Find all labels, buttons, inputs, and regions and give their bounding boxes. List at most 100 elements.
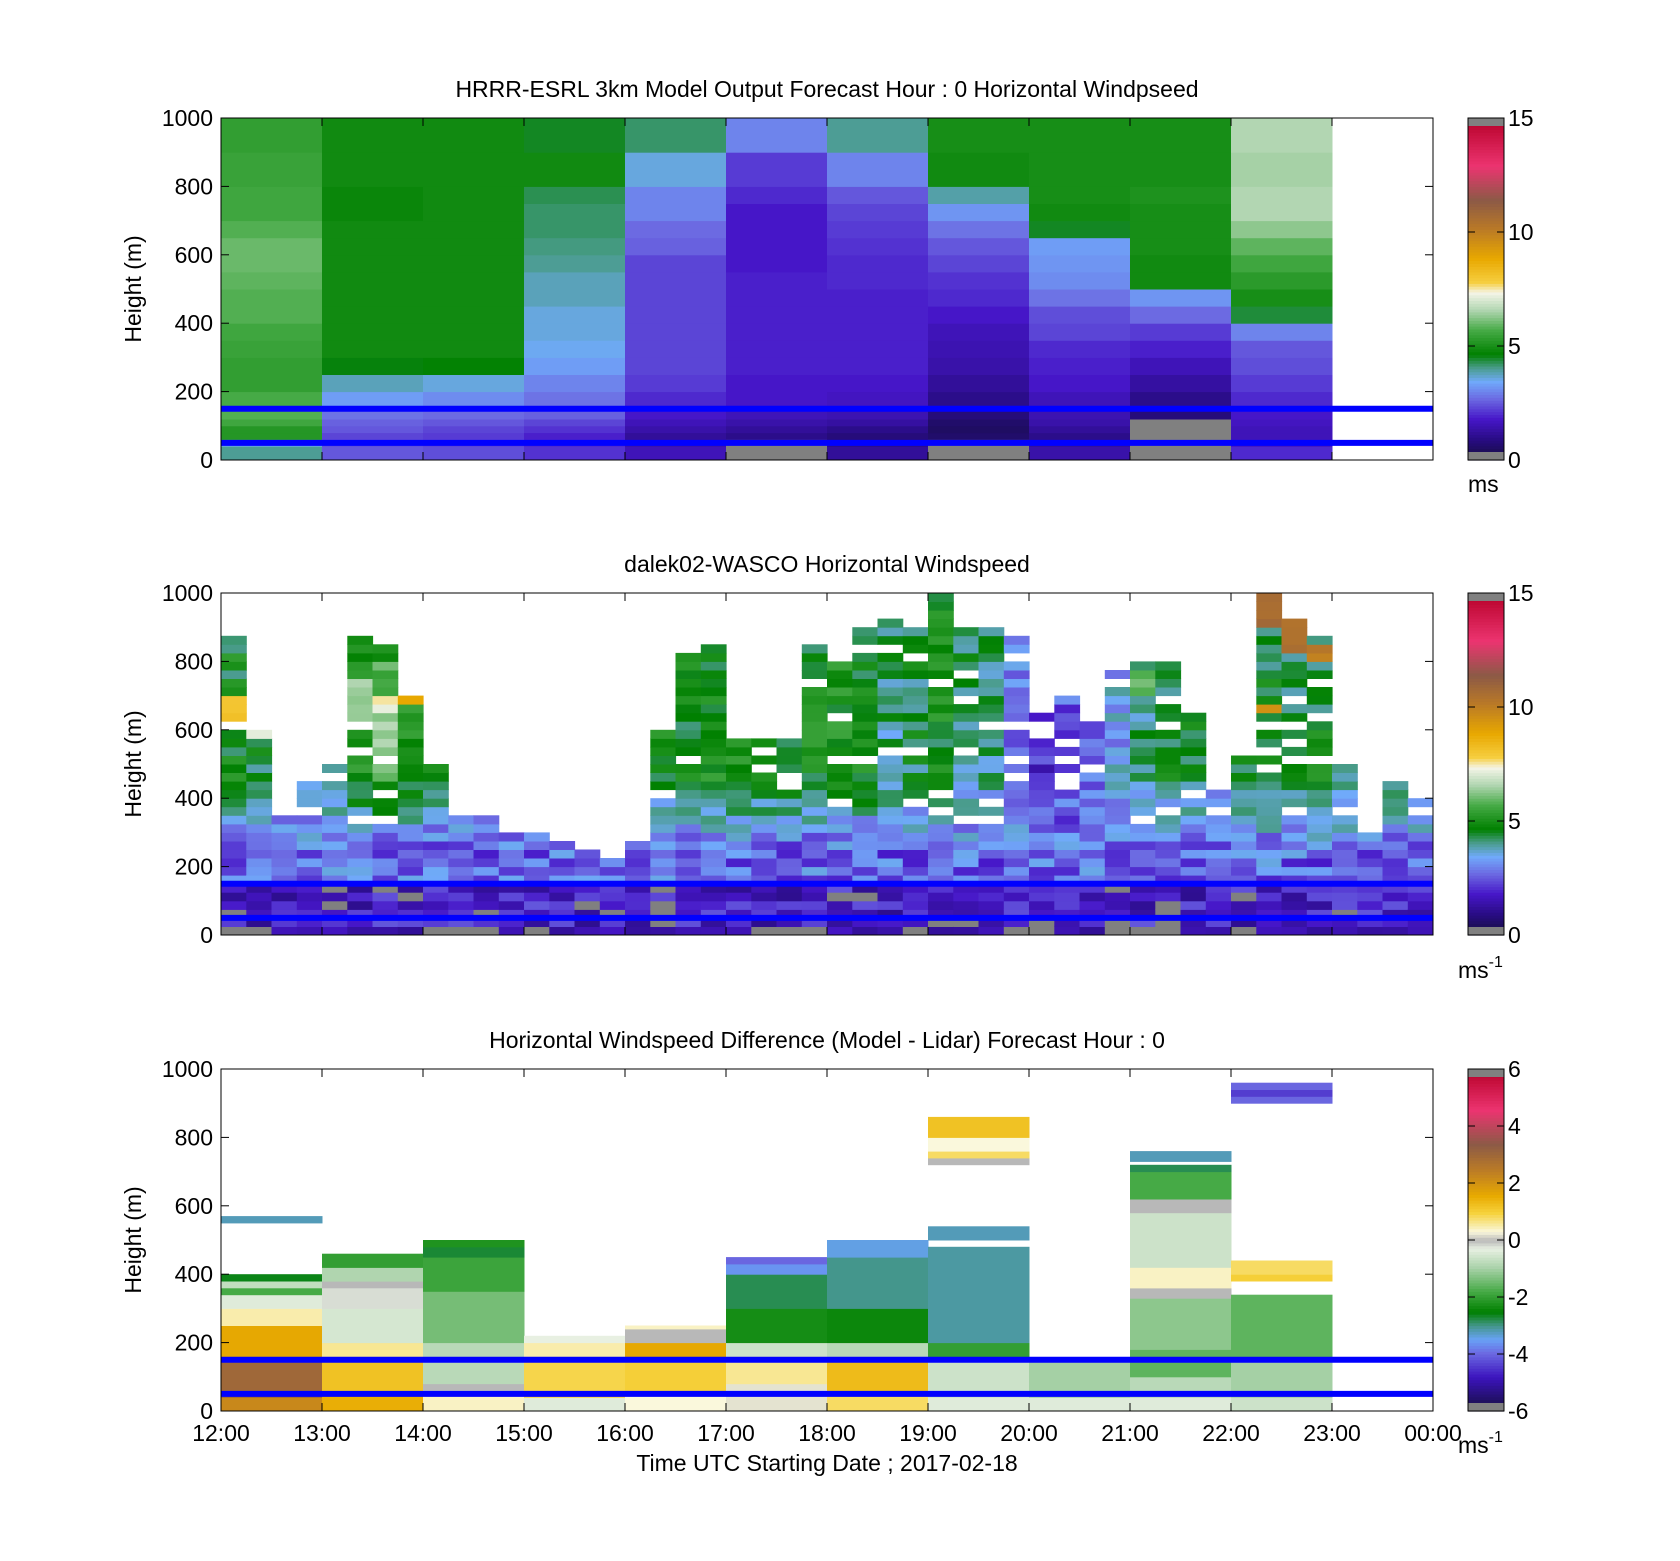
heatmap-cell bbox=[1130, 1298, 1232, 1350]
heatmap-cell bbox=[751, 738, 778, 748]
heatmap-cell bbox=[1407, 815, 1433, 825]
heatmap-cell bbox=[827, 772, 853, 782]
heatmap-cell bbox=[827, 271, 929, 290]
heatmap-cell bbox=[852, 764, 879, 773]
colorbar-segment bbox=[1468, 237, 1504, 242]
heatmap-cell bbox=[1332, 789, 1358, 799]
colorbar-segment bbox=[1468, 1083, 1504, 1087]
heatmap-cell bbox=[726, 789, 752, 799]
colorbar-segment bbox=[1468, 1314, 1504, 1318]
heatmap-cell bbox=[928, 425, 1030, 434]
colorbar-segment bbox=[1468, 1080, 1504, 1084]
heatmap-cell bbox=[928, 661, 954, 671]
heatmap-cell bbox=[801, 883, 828, 893]
heatmap-cell bbox=[827, 391, 929, 410]
heatmap-cell bbox=[1130, 237, 1232, 256]
heatmap-cell bbox=[978, 746, 1005, 756]
colorbar-segment bbox=[1468, 1228, 1504, 1233]
heatmap-cell bbox=[1003, 849, 1030, 859]
heatmap-cell bbox=[978, 661, 1005, 671]
heatmap-cell bbox=[801, 806, 828, 816]
heatmap-cell bbox=[271, 900, 298, 910]
heatmap-cell bbox=[1281, 678, 1308, 688]
heatmap-cell bbox=[1054, 806, 1081, 816]
heatmap-cell bbox=[902, 729, 929, 739]
heatmap-cell bbox=[1104, 695, 1131, 705]
heatmap-cell bbox=[852, 678, 879, 688]
heatmap-cell bbox=[650, 755, 677, 765]
colorbar-segment bbox=[1468, 320, 1504, 324]
colorbar-segment bbox=[1468, 846, 1504, 851]
heatmap-cell bbox=[372, 704, 399, 714]
heatmap-cell bbox=[1029, 798, 1055, 808]
colorbar-segment bbox=[1468, 254, 1504, 259]
heatmap-cell bbox=[1407, 866, 1433, 876]
heatmap-cell bbox=[877, 678, 904, 688]
colorbar-segment bbox=[1468, 317, 1504, 321]
colorbar-segment bbox=[1468, 647, 1504, 651]
colorbar-segment bbox=[1468, 306, 1504, 310]
heatmap-cell bbox=[751, 832, 778, 842]
heatmap-cell bbox=[675, 849, 702, 859]
heatmap-cell bbox=[953, 627, 980, 637]
heatmap-cell bbox=[1079, 755, 1106, 765]
heatmap-cell bbox=[271, 815, 298, 825]
heatmap-cell bbox=[953, 755, 980, 765]
colorbar-segment bbox=[1468, 180, 1504, 185]
heatmap-cell bbox=[397, 815, 424, 825]
colorbar-segment bbox=[1468, 440, 1504, 444]
heatmap-cell bbox=[1281, 832, 1308, 842]
heatmap-cell bbox=[953, 729, 980, 739]
heatmap-cell bbox=[625, 271, 727, 290]
heatmap-cell bbox=[978, 875, 1005, 885]
heatmap-cell bbox=[1054, 704, 1081, 714]
heatmap-cell bbox=[246, 832, 273, 842]
heatmap-cell bbox=[1104, 815, 1131, 825]
heatmap-cell bbox=[1180, 746, 1207, 756]
heatmap-cell bbox=[221, 909, 247, 919]
heatmap-cell bbox=[271, 823, 298, 833]
heatmap-cell bbox=[953, 738, 980, 748]
colorbar-segment bbox=[1468, 1211, 1504, 1215]
colorbar-segment bbox=[1468, 397, 1504, 401]
y-tick-label: 1000 bbox=[162, 105, 213, 131]
heatmap-cell bbox=[372, 670, 399, 679]
heatmap-cell bbox=[827, 815, 853, 825]
heatmap-cell bbox=[827, 254, 929, 273]
heatmap-cell bbox=[978, 764, 1005, 773]
heatmap-cell bbox=[978, 892, 1005, 902]
heatmap-cell bbox=[423, 1246, 525, 1258]
heatmap-cell bbox=[827, 323, 929, 341]
heatmap-cell bbox=[524, 391, 626, 410]
heatmap-cell bbox=[852, 815, 879, 825]
heatmap-cell bbox=[322, 849, 348, 859]
heatmap-cell bbox=[1155, 832, 1182, 842]
heatmap-cell bbox=[246, 892, 273, 902]
heatmap-cell bbox=[801, 858, 828, 868]
heatmap-cell bbox=[1281, 815, 1308, 825]
heatmap-cell bbox=[978, 627, 1005, 637]
heatmap-cell bbox=[1155, 815, 1182, 825]
heatmap-cell bbox=[1104, 849, 1131, 859]
heatmap-cell bbox=[448, 926, 475, 935]
heatmap-cell bbox=[221, 644, 247, 654]
heatmap-cell bbox=[473, 875, 500, 885]
heatmap-cell bbox=[1003, 815, 1030, 825]
x-tick-labels: 12:00 13:00 14:00 15:00 16:00 17:00 18:00 19:00… bbox=[192, 1420, 1462, 1446]
heatmap-cell bbox=[827, 1359, 929, 1391]
colorbar-segment bbox=[1468, 300, 1504, 304]
colorbar-segment bbox=[1468, 1279, 1504, 1284]
colorbar-tick-label: -2 bbox=[1508, 1284, 1528, 1310]
colorbar-segment bbox=[1468, 126, 1504, 130]
colorbar-segment bbox=[1468, 1291, 1504, 1295]
heatmap-cell bbox=[423, 806, 449, 816]
heatmap-cell bbox=[296, 789, 323, 799]
colorbar-segment bbox=[1468, 360, 1504, 364]
heatmap-cell bbox=[650, 841, 677, 850]
colorbar-segment bbox=[1468, 1268, 1504, 1272]
heatmap-cell bbox=[1029, 374, 1131, 393]
heatmap-cell bbox=[1306, 875, 1333, 885]
heatmap-cell bbox=[978, 917, 1005, 927]
colorbar-segment bbox=[1468, 140, 1504, 145]
colorbar-segment bbox=[1468, 385, 1504, 390]
